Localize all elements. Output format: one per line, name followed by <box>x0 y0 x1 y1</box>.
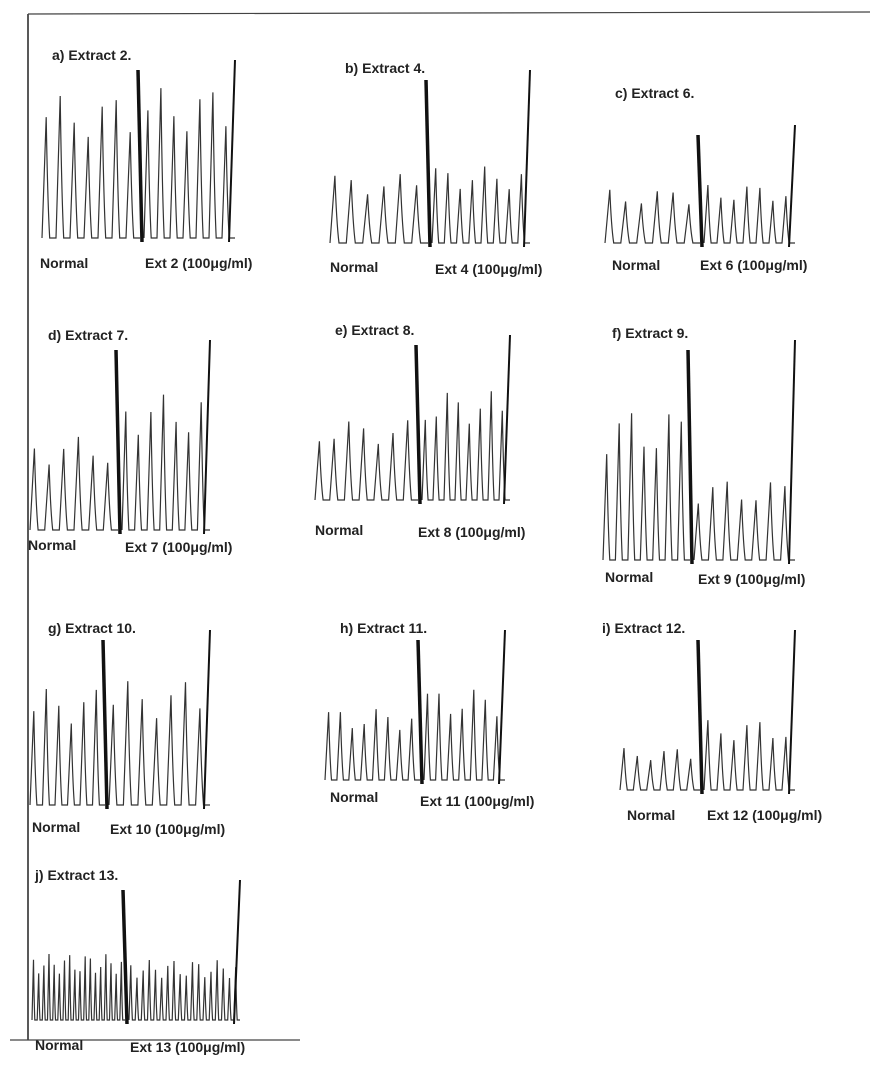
normal-label: Normal <box>315 522 363 538</box>
end-mark <box>524 70 530 247</box>
panel-title: f) Extract 9. <box>612 325 688 341</box>
figure: a) Extract 2. Normal Ext 2 (100μg/ml) b) Ex… <box>0 0 873 1068</box>
normal-trace <box>42 96 140 238</box>
panel: f) Extract 9. Normal Ext 9 (100μg/ml) <box>603 325 805 587</box>
panel-title: j) Extract 13. <box>34 867 118 883</box>
panel: c) Extract 6. Normal Ext 6 (100μg/ml) <box>605 85 807 273</box>
normal-trace <box>315 420 418 500</box>
ext-label: Ext 7 (100μg/ml) <box>125 539 232 555</box>
panel: e) Extract 8. Normal Ext 8 (100μg/ml) <box>315 322 525 540</box>
normal-label: Normal <box>605 569 653 585</box>
divider <box>418 640 422 784</box>
normal-label: Normal <box>612 257 660 273</box>
ext-trace <box>144 88 235 238</box>
divider <box>698 135 702 247</box>
normal-label: Normal <box>35 1037 83 1053</box>
normal-trace <box>325 709 420 780</box>
panel: h) Extract 11. Normal Ext 11 (100μg/ml) <box>325 620 534 809</box>
panel-title: d) Extract 7. <box>48 327 128 343</box>
end-mark <box>504 335 510 504</box>
ext-label: Ext 11 (100μg/ml) <box>420 793 534 809</box>
panel: i) Extract 12. Normal Ext 12 (100μg/ml) <box>602 620 822 823</box>
ext-label: Ext 9 (100μg/ml) <box>698 571 805 587</box>
ext-trace <box>424 690 505 780</box>
divider <box>688 350 692 564</box>
panel: b) Extract 4. Normal Ext 4 (100μg/ml) <box>330 60 542 277</box>
normal-trace <box>605 190 700 243</box>
end-mark <box>789 630 795 794</box>
divider <box>416 345 420 504</box>
normal-trace <box>620 748 700 790</box>
normal-label: Normal <box>32 819 80 835</box>
normal-trace <box>32 954 125 1020</box>
ext-trace <box>129 960 240 1020</box>
divider <box>426 80 430 247</box>
end-mark <box>204 340 210 534</box>
frame-top <box>28 12 870 14</box>
ext-label: Ext 2 (100μg/ml) <box>145 255 252 271</box>
normal-trace <box>30 437 118 530</box>
normal-trace <box>603 413 690 560</box>
panel-title: i) Extract 12. <box>602 620 685 636</box>
end-mark <box>789 125 795 247</box>
normal-label: Normal <box>330 789 378 805</box>
ext-label: Ext 10 (100μg/ml) <box>110 821 225 837</box>
ext-trace <box>432 167 530 244</box>
panel: a) Extract 2. Normal Ext 2 (100μg/ml) <box>40 47 252 271</box>
ext-label: Ext 12 (100μg/ml) <box>707 807 822 823</box>
end-mark <box>204 630 210 809</box>
panel: d) Extract 7. Normal Ext 7 (100μg/ml) <box>28 327 232 555</box>
panel-title: a) Extract 2. <box>52 47 131 63</box>
panel-title: b) Extract 4. <box>345 60 425 76</box>
panel-title: e) Extract 8. <box>335 322 414 338</box>
divider <box>123 890 127 1024</box>
normal-label: Normal <box>330 259 378 275</box>
divider <box>138 70 142 242</box>
normal-label: Normal <box>28 537 76 553</box>
normal-label: Normal <box>627 807 675 823</box>
ext-label: Ext 6 (100μg/ml) <box>700 257 807 273</box>
end-mark <box>499 630 505 784</box>
panel-title: h) Extract 11. <box>340 620 427 636</box>
panel: g) Extract 10. Normal Ext 10 (100μg/ml) <box>30 620 225 837</box>
normal-label: Normal <box>40 255 88 271</box>
ext-trace <box>122 395 210 530</box>
end-mark <box>789 340 795 564</box>
normal-trace <box>30 689 105 805</box>
ext-trace <box>704 185 795 243</box>
ext-trace <box>694 482 795 560</box>
ext-label: Ext 4 (100μg/ml) <box>435 261 542 277</box>
divider <box>103 640 107 809</box>
panel-title: c) Extract 6. <box>615 85 694 101</box>
panel-title: g) Extract 10. <box>48 620 136 636</box>
ext-trace <box>704 720 795 790</box>
ext-label: Ext 8 (100μg/ml) <box>418 524 525 540</box>
panel: j) Extract 13. Normal Ext 13 (100μg/ml) <box>32 867 245 1055</box>
divider <box>698 640 702 794</box>
divider <box>116 350 120 534</box>
ext-trace <box>109 681 210 805</box>
ext-label: Ext 13 (100μg/ml) <box>130 1039 245 1055</box>
end-mark <box>229 60 235 242</box>
normal-trace <box>330 174 428 243</box>
ext-trace <box>422 391 510 500</box>
